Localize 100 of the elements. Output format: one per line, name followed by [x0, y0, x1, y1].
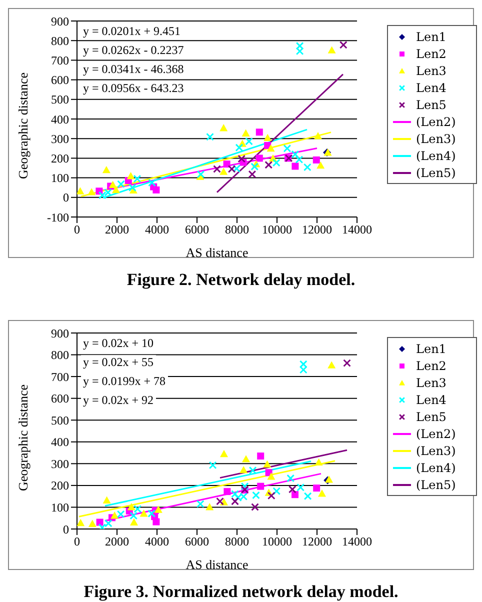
point	[196, 170, 205, 178]
point	[252, 491, 260, 500]
y-tick-label: 700	[51, 370, 69, 384]
point	[245, 137, 253, 146]
annotation: y = 0.0199x + 78	[81, 374, 168, 388]
point	[148, 510, 156, 518]
legend-label: (Len2)	[416, 426, 456, 440]
point	[96, 518, 104, 526]
point	[140, 510, 148, 517]
point	[272, 158, 280, 167]
y-tick-label: 700	[51, 53, 69, 68]
legend-label: Len5	[416, 410, 446, 424]
annotation: y = 0.0201x + 9.451	[81, 24, 183, 38]
point	[88, 188, 96, 196]
point	[154, 506, 162, 513]
x-tick-label: 8000	[225, 222, 249, 237]
point	[266, 144, 275, 152]
point	[216, 497, 224, 506]
point	[312, 156, 320, 164]
x-tick-label: 10000	[262, 534, 292, 549]
x-tick-label: 10000	[262, 222, 292, 237]
y-tick-label: 900	[51, 326, 69, 340]
point	[220, 124, 228, 132]
point	[242, 129, 250, 137]
y-tick-label: 300	[51, 456, 69, 471]
legend-label: (Len4)	[416, 148, 456, 162]
point	[240, 492, 248, 500]
point	[208, 461, 217, 470]
x-tick-label: 14000	[342, 534, 372, 549]
y-tick-label: 0	[63, 522, 69, 536]
point	[257, 482, 264, 490]
point	[242, 455, 250, 462]
point	[213, 165, 221, 173]
point	[152, 186, 160, 194]
legend-label: (Len5)	[416, 478, 456, 492]
point	[314, 132, 322, 140]
point	[248, 466, 257, 474]
legend-label: (Len3)	[416, 132, 456, 146]
legend-label: Len3	[416, 64, 446, 78]
point	[318, 490, 326, 497]
annotation: y = 0.0956x - 643.23	[81, 81, 186, 95]
point	[238, 154, 246, 163]
y-axis-title: Geographic distance	[16, 384, 31, 491]
y-tick-label: -100	[47, 210, 69, 224]
y-tick-label: 100	[51, 171, 69, 186]
y-axis-title: Geographic distance	[16, 72, 31, 179]
legend-label: (Len2)	[416, 114, 456, 128]
point	[234, 494, 242, 502]
x-tick-label: 4000	[145, 534, 169, 549]
point	[267, 492, 276, 500]
x-tick-label: 0	[74, 222, 80, 237]
point	[130, 512, 138, 520]
point	[110, 512, 119, 519]
y-tick-label: 200	[51, 151, 69, 166]
point	[148, 178, 156, 187]
point	[108, 180, 117, 188]
point	[133, 174, 142, 183]
legend-label: Len5	[416, 98, 446, 112]
x-tick-label: 2000	[105, 222, 129, 237]
point	[127, 503, 136, 510]
point	[304, 492, 312, 500]
point	[228, 165, 236, 173]
caption: Figure 3. Normalized network delay model.	[82, 582, 400, 602]
x-tick-label: 4000	[145, 222, 169, 237]
point	[267, 472, 276, 480]
x-axis-title: AS distance	[186, 557, 248, 572]
annotation: y = 0.0341x - 46.368	[81, 62, 186, 76]
point	[250, 162, 259, 171]
point	[104, 519, 112, 528]
point	[328, 46, 336, 54]
point	[288, 485, 296, 494]
point	[206, 132, 214, 141]
point	[286, 474, 295, 482]
y-tick-label: 900	[51, 14, 69, 28]
point	[256, 154, 263, 162]
legend-label: Len2	[416, 358, 446, 372]
point	[313, 484, 320, 492]
y-tick-label: 800	[51, 34, 69, 48]
point	[248, 170, 256, 178]
point	[328, 361, 336, 368]
legend-label: Len3	[416, 376, 446, 390]
point	[235, 144, 244, 152]
y-tick-label: 300	[51, 132, 69, 146]
annotation: y = 0.02x + 10	[81, 336, 156, 350]
point	[295, 156, 304, 164]
point	[134, 505, 142, 513]
legend-label: (Len4)	[416, 460, 456, 474]
y-tick-label: 500	[51, 92, 69, 107]
annotation: y = 0.02x + 92	[81, 393, 156, 407]
point	[256, 128, 263, 136]
point	[272, 487, 281, 496]
point	[102, 166, 110, 174]
point	[231, 490, 239, 498]
point	[116, 510, 125, 518]
point	[316, 161, 325, 169]
point	[303, 163, 312, 172]
y-tick-label: 600	[51, 392, 69, 406]
legend-label: Len1	[416, 30, 446, 44]
x-tick-label: 12000	[302, 222, 332, 237]
point	[263, 460, 272, 468]
